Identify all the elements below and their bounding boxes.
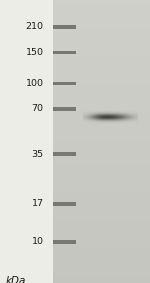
Bar — [53, 50, 76, 54]
Bar — [53, 152, 76, 156]
Text: 100: 100 — [26, 79, 44, 88]
Bar — [53, 240, 76, 244]
Bar — [53, 25, 76, 29]
Text: 70: 70 — [32, 104, 44, 113]
Bar — [53, 107, 76, 111]
Text: 10: 10 — [32, 237, 44, 246]
Text: 17: 17 — [32, 199, 44, 208]
Text: 150: 150 — [26, 48, 44, 57]
Text: 210: 210 — [26, 22, 44, 31]
Bar — [53, 82, 76, 85]
Bar — [53, 202, 76, 205]
Text: 35: 35 — [31, 150, 44, 159]
Text: kDa: kDa — [6, 276, 26, 283]
